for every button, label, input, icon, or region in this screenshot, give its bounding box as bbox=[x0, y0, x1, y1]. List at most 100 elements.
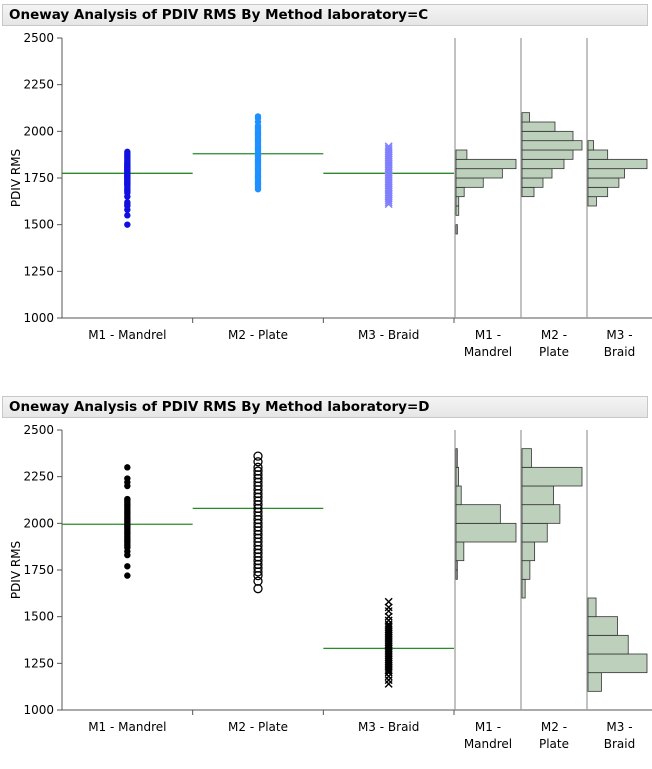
y-tick-label: 1000 bbox=[23, 311, 54, 325]
histogram-bar bbox=[521, 140, 583, 151]
histogram-label: M1 - bbox=[475, 328, 501, 342]
data-point bbox=[124, 475, 131, 482]
data-point bbox=[384, 607, 393, 616]
histogram-bar bbox=[521, 541, 536, 562]
histogram-label: Mandrel bbox=[464, 345, 512, 359]
histogram-label: M2 - bbox=[541, 720, 567, 734]
data-point bbox=[124, 148, 131, 156]
histogram-label: M3 - bbox=[606, 720, 632, 734]
histogram-bar bbox=[521, 522, 548, 543]
histogram-bar bbox=[455, 158, 517, 170]
histogram-bar bbox=[521, 186, 535, 198]
oneway-chart-d: PDIV RMS 1000 1250 1500 1750 2000 2250 2500 M1 -… bbox=[9, 423, 652, 751]
histogram-label: Braid bbox=[604, 737, 635, 751]
y-axis-label: PDIV RMS bbox=[9, 149, 23, 207]
x-tick-label: M1 - Mandrel bbox=[88, 328, 166, 342]
histogram-label: M1 - bbox=[475, 720, 501, 734]
histogram-bar bbox=[521, 448, 532, 468]
histogram-label: M3 - bbox=[606, 328, 632, 342]
y-tick-label: 2250 bbox=[23, 78, 54, 92]
y-tick-label: 1500 bbox=[23, 218, 54, 232]
panel-header-c[interactable]: Oneway Analysis of PDIV RMS By Method la… bbox=[2, 4, 648, 26]
histogram-bar bbox=[521, 149, 574, 160]
histogram-label: Plate bbox=[539, 737, 569, 751]
data-point bbox=[253, 462, 263, 472]
data-point bbox=[124, 199, 131, 206]
data-point bbox=[384, 597, 393, 606]
histogram-bar bbox=[455, 205, 460, 216]
data-point bbox=[124, 572, 131, 579]
histogram-label: Plate bbox=[539, 345, 569, 359]
x-tick-label: M2 - Plate bbox=[228, 720, 288, 734]
histogram-bar bbox=[587, 149, 609, 160]
histogram-bar bbox=[521, 177, 544, 188]
histogram-bar bbox=[587, 196, 597, 207]
data-point bbox=[124, 464, 131, 471]
data-point bbox=[253, 457, 263, 467]
y-tick-label: 1250 bbox=[23, 264, 54, 278]
y-tick-label: 2500 bbox=[23, 31, 54, 45]
histogram-bar bbox=[587, 158, 648, 170]
data-point bbox=[124, 563, 131, 570]
histogram-bar bbox=[455, 541, 465, 562]
histogram-bar bbox=[455, 224, 458, 235]
y-tick-label: 1500 bbox=[23, 610, 54, 624]
y-tick-label: 2500 bbox=[23, 423, 54, 437]
histogram-bar bbox=[521, 121, 556, 132]
histogram-label: Braid bbox=[604, 345, 635, 359]
histogram-bar bbox=[455, 168, 503, 179]
data-point bbox=[124, 212, 131, 219]
x-tick-label: M3 - Braid bbox=[358, 720, 419, 734]
data-point bbox=[124, 495, 131, 503]
histogram-bar bbox=[521, 466, 583, 487]
oneway-panel-c: Oneway Analysis of PDIV RMS By Method la… bbox=[0, 4, 652, 364]
panel-header-d[interactable]: Oneway Analysis of PDIV RMS By Method la… bbox=[2, 396, 648, 418]
histogram-bar bbox=[587, 177, 620, 188]
histogram-bar bbox=[587, 616, 618, 636]
data-point bbox=[253, 451, 263, 461]
y-tick-label: 2250 bbox=[23, 470, 54, 484]
y-tick-label: 1750 bbox=[23, 563, 54, 577]
data-point bbox=[384, 676, 393, 685]
histogram-bar bbox=[521, 560, 531, 580]
histogram-bar bbox=[587, 186, 609, 198]
histogram-bar bbox=[521, 130, 574, 142]
histogram-bar bbox=[521, 168, 553, 179]
data-point bbox=[384, 679, 393, 688]
histogram-bar bbox=[455, 196, 460, 207]
data-point bbox=[124, 221, 131, 228]
oneway-chart-c: PDIV RMS 1000 1250 1500 1750 2000 2250 2500 M1 -… bbox=[9, 31, 652, 359]
histogram-bar bbox=[455, 448, 458, 468]
histogram-bar bbox=[455, 149, 468, 160]
histogram-bar bbox=[455, 560, 458, 571]
histogram-bar bbox=[521, 578, 526, 599]
histogram-bar bbox=[455, 569, 458, 580]
panel-title: Oneway Analysis of PDIV RMS By Method la… bbox=[9, 7, 429, 23]
histogram-bar bbox=[587, 653, 648, 674]
y-tick-label: 2000 bbox=[23, 124, 54, 138]
y-tick-label: 1750 bbox=[23, 171, 54, 185]
y-tick-label: 1000 bbox=[23, 703, 54, 717]
histogram-bar bbox=[521, 112, 530, 123]
histogram-bar bbox=[521, 504, 561, 524]
histogram-bar bbox=[455, 466, 460, 487]
data-point bbox=[253, 466, 263, 476]
data-point bbox=[253, 584, 263, 594]
histogram-bar bbox=[455, 177, 484, 188]
histogram-bar bbox=[587, 597, 597, 618]
histogram-bar bbox=[587, 168, 625, 179]
x-tick-label: M1 - Mandrel bbox=[88, 720, 166, 734]
histogram-bar bbox=[587, 140, 595, 151]
x-tick-label: M3 - Braid bbox=[358, 328, 419, 342]
histogram-bar bbox=[521, 485, 554, 506]
histogram-bar bbox=[455, 186, 465, 198]
data-point bbox=[254, 113, 262, 120]
y-tick-label: 2000 bbox=[23, 516, 54, 530]
x-tick-label: M2 - Plate bbox=[228, 328, 288, 342]
y-tick-label: 1250 bbox=[23, 656, 54, 670]
histogram-bar bbox=[587, 672, 602, 692]
panel-title: Oneway Analysis of PDIV RMS By Method la… bbox=[9, 399, 430, 415]
histogram-bar bbox=[455, 504, 501, 524]
histogram-bar bbox=[455, 522, 517, 543]
data-point bbox=[253, 576, 263, 586]
